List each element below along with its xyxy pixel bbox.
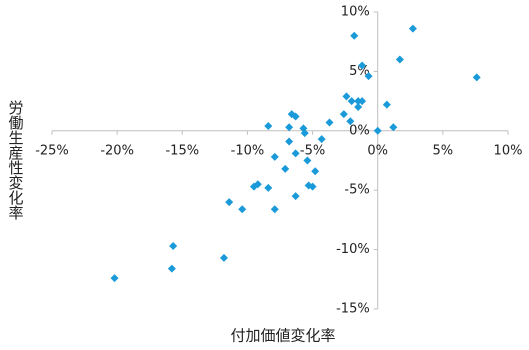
point [325, 118, 334, 127]
x-tick-label: -10% [231, 143, 265, 158]
point [291, 192, 300, 201]
point [317, 135, 326, 144]
point [311, 167, 320, 176]
point [358, 97, 367, 106]
y-tick-label: -15% [336, 302, 370, 317]
point [358, 61, 367, 70]
point [285, 123, 294, 132]
point [364, 72, 373, 81]
point [354, 103, 363, 112]
point [249, 182, 258, 191]
y-tick-label: 0% [349, 123, 370, 138]
point [291, 149, 300, 158]
y-tick-label: -5% [344, 183, 369, 198]
point [270, 205, 279, 214]
y-tick-label: -10% [336, 242, 370, 257]
point [347, 97, 356, 106]
x-tick-label: -20% [100, 143, 134, 158]
point [350, 31, 359, 40]
point [291, 112, 300, 121]
point [285, 137, 294, 146]
point [472, 73, 481, 82]
point [346, 117, 355, 126]
x-tick-label: 10% [494, 143, 523, 158]
x-axis-label: 付加価値変化率 [230, 327, 335, 345]
point [303, 156, 312, 165]
point [264, 183, 273, 192]
point [389, 123, 398, 132]
point [264, 122, 273, 131]
y-tick-label: 5% [349, 64, 370, 79]
point [281, 164, 290, 173]
y-tick-label: 10% [341, 5, 370, 20]
point [225, 198, 234, 207]
point [167, 264, 176, 273]
point [270, 152, 279, 161]
point [219, 253, 228, 262]
point [238, 205, 247, 214]
x-tick-label: -15% [165, 143, 199, 158]
point [408, 24, 417, 33]
x-tick-label: -25% [35, 143, 69, 158]
x-tick-label: 0% [367, 143, 388, 158]
x-tick-label: -5% [300, 143, 325, 158]
point [342, 92, 351, 101]
point [308, 182, 317, 191]
x-tick-label: 5% [433, 143, 454, 158]
point [169, 242, 178, 251]
point [300, 129, 309, 138]
point [395, 55, 404, 64]
point [339, 110, 348, 119]
point [382, 100, 391, 109]
point [110, 274, 119, 283]
point [373, 126, 382, 135]
point [253, 180, 262, 189]
y-axis-label: 労働生産性変化率 [7, 100, 25, 220]
